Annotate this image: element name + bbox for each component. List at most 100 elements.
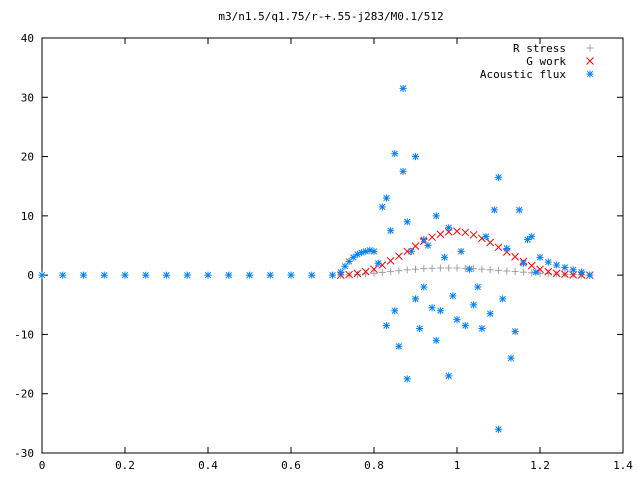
data-point bbox=[578, 268, 585, 276]
x-tick-label: 0.8 bbox=[364, 459, 384, 472]
data-point bbox=[507, 354, 515, 362]
data-point bbox=[361, 267, 370, 276]
legend-label: Acoustic flux bbox=[480, 68, 566, 81]
x-tick-label: 0.4 bbox=[198, 459, 218, 472]
data-point bbox=[453, 316, 461, 324]
data-point bbox=[337, 268, 345, 276]
data-point bbox=[486, 266, 494, 274]
data-point bbox=[586, 271, 594, 279]
legend-marker bbox=[586, 44, 594, 52]
data-point bbox=[412, 153, 419, 161]
data-point bbox=[416, 325, 424, 332]
data-point bbox=[519, 268, 527, 276]
data-point bbox=[378, 203, 386, 211]
data-point bbox=[490, 206, 498, 214]
legend-marker bbox=[586, 57, 594, 65]
data-point bbox=[121, 271, 129, 279]
data-point bbox=[436, 264, 444, 272]
legend-label: R stress bbox=[513, 42, 566, 55]
data-point bbox=[502, 248, 511, 256]
data-point bbox=[308, 271, 316, 279]
data-point bbox=[424, 242, 432, 249]
data-point bbox=[395, 252, 403, 261]
data-point bbox=[142, 271, 150, 279]
data-point bbox=[453, 264, 461, 272]
data-point bbox=[358, 249, 366, 257]
data-point bbox=[378, 261, 387, 269]
data-point bbox=[362, 247, 370, 255]
data-point bbox=[527, 261, 536, 270]
data-point bbox=[465, 265, 473, 273]
data-point bbox=[453, 227, 461, 236]
x-tick-label: 1.4 bbox=[613, 459, 633, 472]
data-point bbox=[536, 265, 544, 274]
data-point bbox=[503, 267, 511, 275]
y-tick-label: -10 bbox=[14, 328, 34, 341]
data-point bbox=[536, 253, 544, 261]
data-point bbox=[100, 271, 108, 279]
legend-marker bbox=[586, 70, 594, 78]
data-point bbox=[441, 253, 449, 261]
data-point bbox=[59, 271, 67, 279]
data-point bbox=[445, 372, 453, 380]
data-point bbox=[428, 264, 436, 272]
x-tick-label: 1 bbox=[454, 459, 461, 472]
data-point bbox=[495, 173, 502, 181]
data-point bbox=[38, 271, 46, 279]
x-tick-label: 0.6 bbox=[281, 459, 301, 472]
data-point bbox=[474, 283, 482, 291]
data-point bbox=[387, 268, 395, 276]
data-point bbox=[183, 271, 191, 279]
data-point bbox=[461, 322, 469, 330]
data-point bbox=[428, 233, 436, 242]
data-point bbox=[370, 265, 378, 274]
data-point bbox=[544, 258, 552, 266]
y-tick-label: 30 bbox=[21, 91, 34, 104]
data-point bbox=[524, 236, 532, 244]
y-tick-label: -30 bbox=[14, 447, 34, 460]
data-point bbox=[287, 271, 295, 279]
data-point bbox=[552, 269, 561, 278]
data-point bbox=[503, 244, 511, 252]
data-point bbox=[511, 252, 519, 261]
legend-label: G work bbox=[526, 55, 566, 68]
tick-marks: 0 0.2 0.4 0.6 0.8 1 1.2 1.4 -30 -20 -10 0 10 20 30 40 bbox=[14, 32, 633, 472]
data-point bbox=[412, 295, 419, 303]
y-tick-label: 40 bbox=[21, 32, 34, 45]
data-point bbox=[482, 233, 490, 241]
data-point bbox=[499, 295, 507, 303]
data-point bbox=[420, 283, 428, 291]
data-point bbox=[391, 150, 399, 158]
data-point bbox=[386, 257, 395, 265]
data-point bbox=[495, 425, 502, 433]
data-point bbox=[428, 304, 436, 312]
data-point bbox=[349, 253, 357, 261]
y-tick-label: -20 bbox=[14, 388, 34, 401]
data-point bbox=[370, 269, 378, 277]
chart-title: m3/n1.5/q1.75/r-+.55-j283/M0.1/512 bbox=[218, 10, 443, 23]
data-point bbox=[391, 307, 399, 315]
data-point bbox=[395, 342, 403, 350]
data-point bbox=[420, 265, 428, 273]
data-points bbox=[38, 84, 594, 433]
data-point bbox=[511, 327, 519, 335]
data-point bbox=[163, 271, 170, 279]
data-point bbox=[345, 258, 353, 266]
data-point bbox=[436, 230, 445, 239]
data-point bbox=[403, 266, 411, 274]
data-point bbox=[436, 307, 444, 315]
data-point bbox=[80, 271, 87, 279]
data-point bbox=[561, 270, 569, 279]
plot-frame bbox=[41, 37, 624, 454]
data-point bbox=[403, 218, 411, 226]
data-point bbox=[494, 243, 503, 252]
data-point bbox=[225, 271, 233, 279]
data-point bbox=[478, 265, 486, 273]
x-tick-label: 0 bbox=[39, 459, 46, 472]
data-point bbox=[528, 233, 536, 241]
data-point bbox=[204, 271, 212, 279]
data-point bbox=[382, 194, 390, 202]
series-acoustic-flux bbox=[38, 84, 594, 433]
